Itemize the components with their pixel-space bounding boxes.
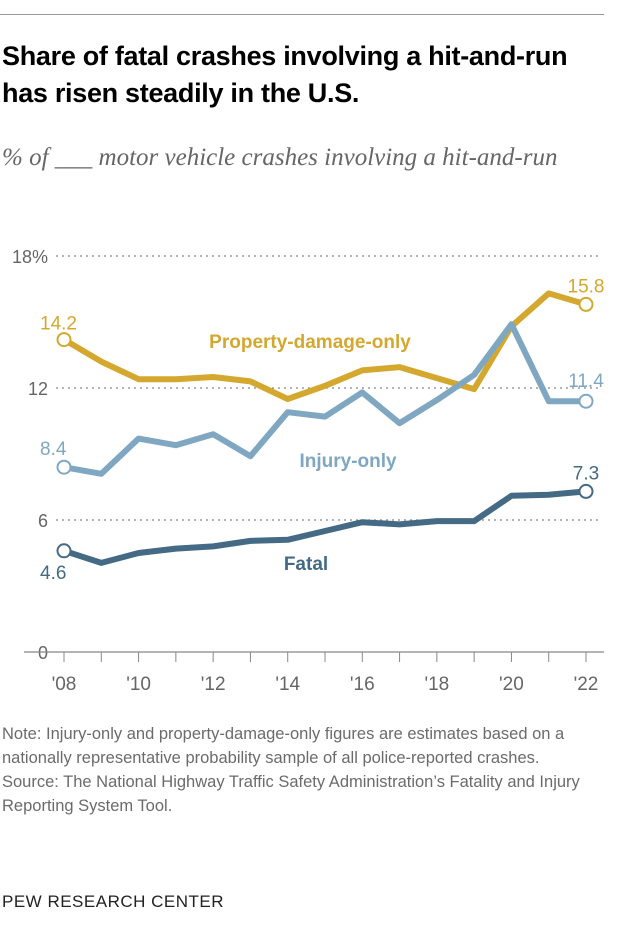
data-point-marker (578, 393, 594, 409)
series-line-injury-only (63, 321, 586, 477)
data-point-marker (578, 483, 594, 499)
y-tick-label: 12 (28, 379, 48, 399)
y-tick-label: 18% (12, 247, 48, 267)
brand-logo-text: PEW RESEARCH CENTER (2, 892, 225, 911)
chart-subtitle: % of ___ motor vehicle crashes involving… (2, 144, 558, 171)
data-label: 7.3 (573, 463, 599, 484)
notes: Note: Injury-only and property-damage-on… (2, 722, 612, 818)
data-point-marker (56, 543, 72, 559)
series-label-injury: Injury-only (299, 451, 397, 472)
series-line-property-damage-only (62, 290, 587, 402)
x-tick-label: '18 (424, 674, 449, 695)
x-tick-label: '16 (350, 674, 375, 695)
note-text: Note: Injury-only and property-damage-on… (2, 725, 565, 767)
x-tick-label: '14 (275, 674, 300, 695)
data-label: 14.2 (40, 314, 77, 335)
x-tick-label: '08 (52, 674, 77, 695)
y-tick-label: 6 (38, 511, 48, 531)
data-label: 8.4 (40, 439, 67, 460)
data-point-marker (578, 296, 594, 312)
series-line-fatal (63, 488, 587, 566)
data-point-marker (56, 459, 72, 475)
data-point-marker (56, 332, 72, 348)
x-tick-label: '20 (499, 674, 524, 695)
x-tick-label: '12 (201, 674, 226, 695)
data-label: 11.4 (568, 371, 604, 392)
x-tick-label: '22 (574, 674, 599, 695)
y-tick-label: 0 (38, 643, 48, 663)
x-tick-label: '10 (126, 674, 151, 695)
source-text: Source: The National Highway Traffic Saf… (2, 773, 580, 815)
top-rule (0, 14, 604, 15)
line-chart: 0 6 12 18% '08 '10 '12 '14 '16 '18 '20 '22 14.2 15.8 8… (12, 247, 605, 695)
series-label-property: Property-damage-only (209, 332, 411, 353)
data-label: 15.8 (568, 276, 605, 297)
series-label-fatal: Fatal (284, 554, 328, 575)
data-label: 4.6 (40, 563, 66, 584)
chart-title: Share of fatal crashes involving a hit-a… (2, 41, 568, 108)
